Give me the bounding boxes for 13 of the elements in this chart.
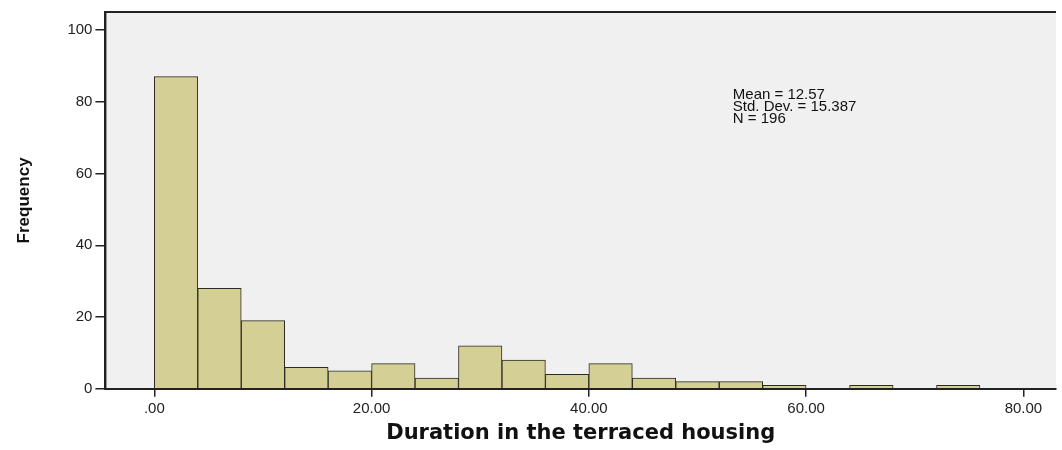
x-tick-label: 20.00 bbox=[352, 398, 391, 416]
x-axis-title: Duration in the terraced housing bbox=[386, 419, 776, 444]
y-tick-label: 100 bbox=[67, 20, 93, 38]
x-tick-label: 80.00 bbox=[1004, 398, 1043, 416]
y-tick-label: 20 bbox=[75, 307, 93, 325]
y-tick-label: 80 bbox=[75, 91, 93, 109]
y-axis-title: Frequency bbox=[13, 156, 33, 244]
y-tick-label: 60 bbox=[75, 163, 93, 181]
y-tick-label: 0 bbox=[84, 378, 93, 396]
x-tick-label: .00 bbox=[143, 398, 165, 416]
x-tick-label: 60.00 bbox=[787, 398, 825, 416]
x-tick-label: 40.00 bbox=[570, 398, 608, 416]
y-tick-label: 40 bbox=[75, 235, 93, 253]
